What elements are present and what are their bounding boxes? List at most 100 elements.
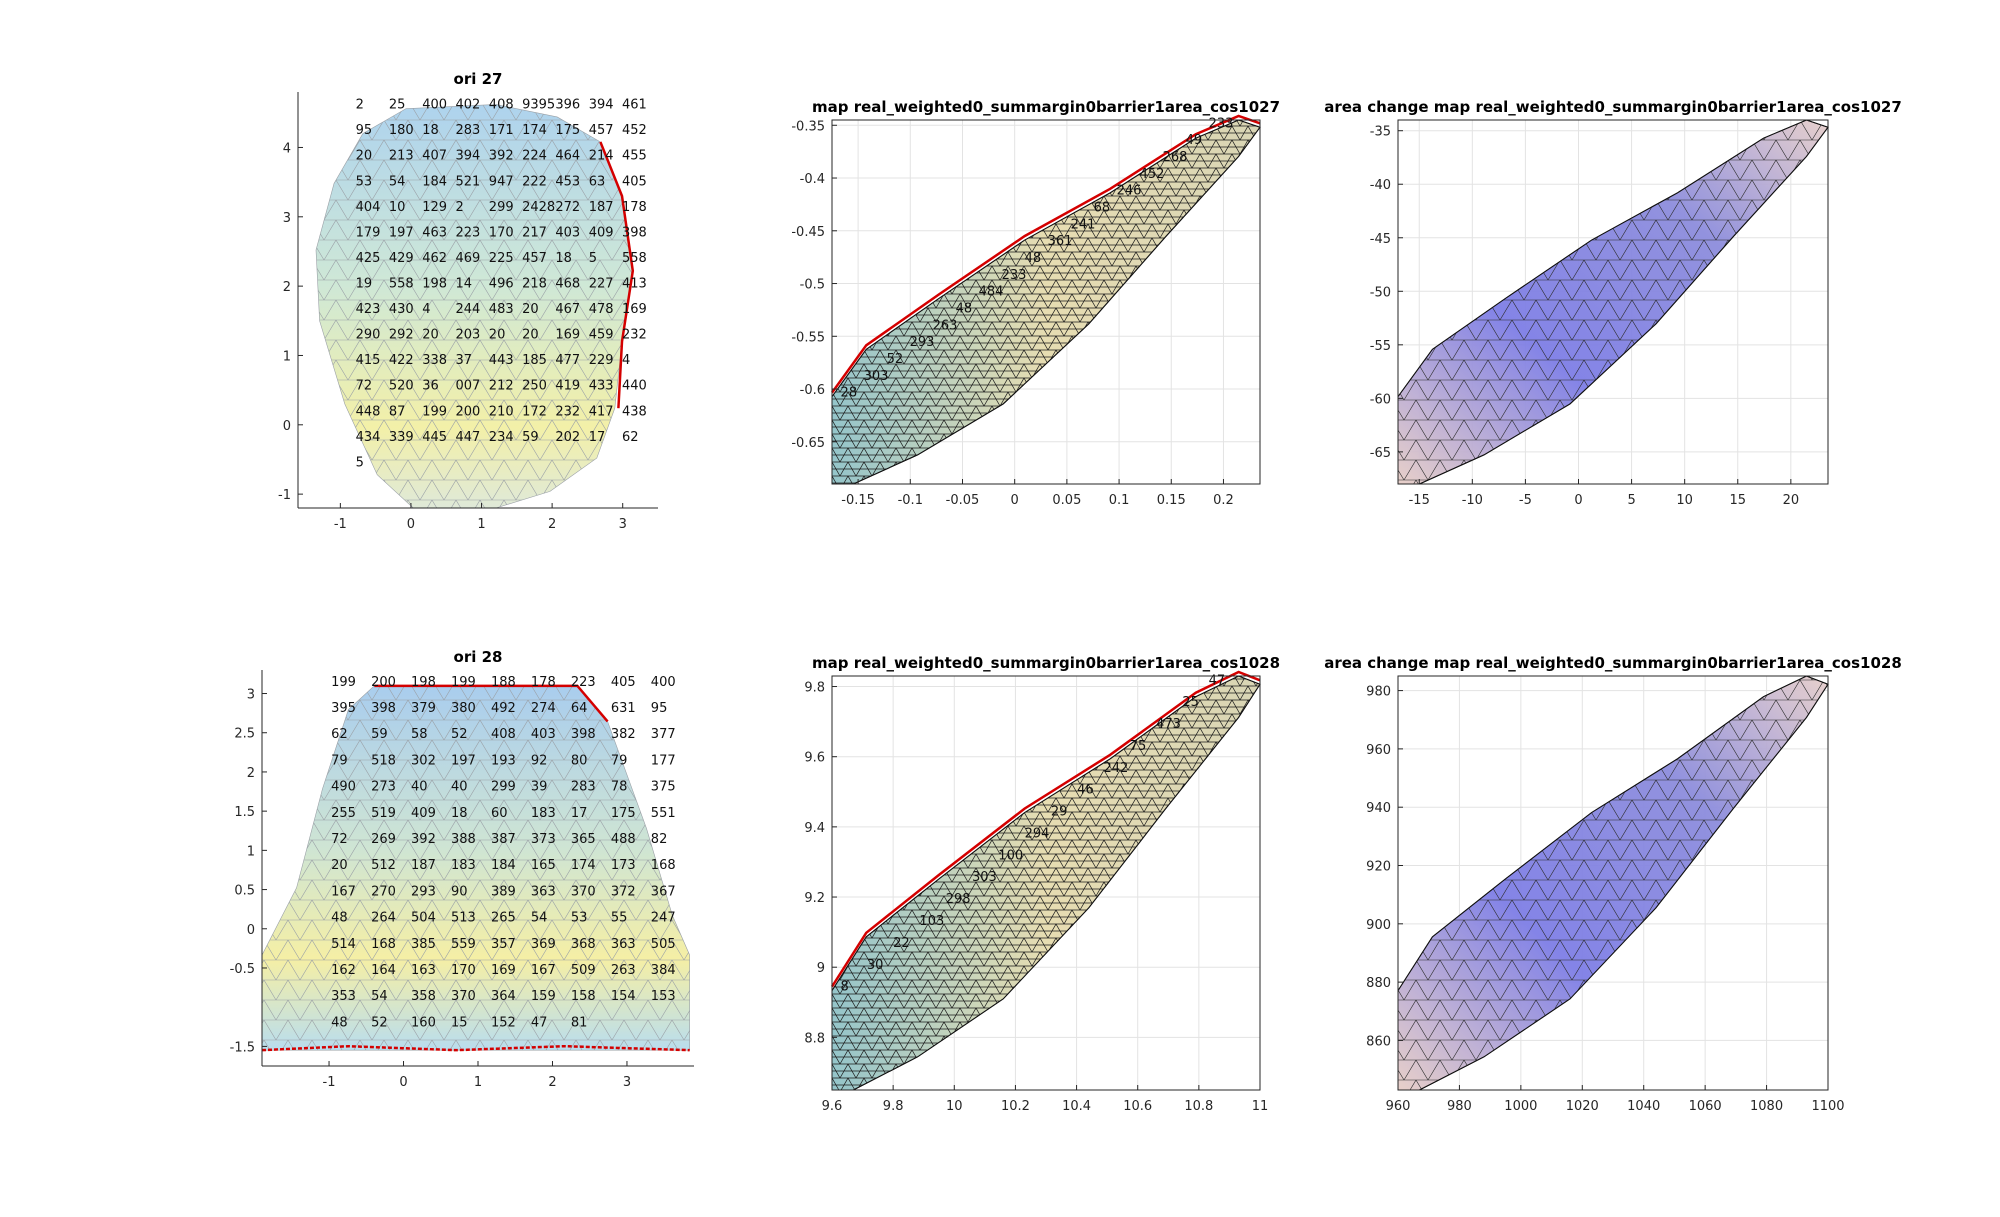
vertex-label: 167 [531, 963, 556, 978]
chart-title: map real_weighted0_summargin0barrier1are… [812, 98, 1280, 116]
boundary-curve [830, 114, 1261, 394]
vertex-label: 159 [531, 989, 556, 1004]
vertex-label: 46 [1077, 783, 1094, 798]
vertex-label: 199 [422, 404, 447, 419]
vertex-label: 154 [611, 989, 636, 1004]
vertex-label: 72 [356, 379, 373, 394]
y-tick-label: -60 [1370, 392, 1391, 407]
vertex-label: 434 [356, 430, 381, 445]
chart-panel-6: 960 980 1000 1020 1040 1060 1080 1100 980 960 940 9… [1324, 654, 1902, 1114]
vertex-label: 377 [651, 727, 676, 742]
y-tick-label: 2 [247, 766, 255, 781]
vertex-label: 177 [651, 753, 676, 768]
vertex-label: 184 [491, 858, 516, 873]
vertex-label: 488 [611, 832, 636, 847]
vertex-label: 400 [651, 675, 676, 690]
x-tick-label: -5 [1519, 493, 1532, 508]
vertex-label: 445 [422, 430, 447, 445]
vertex-label: 233 [1209, 116, 1234, 131]
x-tick-label: 0.15 [1157, 493, 1186, 508]
vertex-label: 200 [371, 675, 396, 690]
vertex-label: 54 [389, 174, 406, 189]
vertex-label: 292 [389, 328, 414, 343]
y-tick-label: -35 [1370, 125, 1391, 140]
vertex-label: 303 [972, 870, 997, 885]
x-tick-label: 1040 [1627, 1099, 1660, 1114]
axes-box [1397, 119, 1829, 485]
vertex-label: 463 [422, 225, 447, 240]
x-tick-label: 10 [1676, 493, 1693, 508]
vertex-label: 29 [1051, 805, 1068, 820]
x-tick-label: 0 [1011, 493, 1019, 508]
vertex-label: 457 [522, 251, 547, 266]
vertex-label: 20 [522, 328, 539, 343]
vertex-label: 202 [555, 430, 580, 445]
vertex-label: 234 [489, 430, 514, 445]
vertex-label: 505 [651, 937, 676, 952]
x-tick-label: 3 [623, 1075, 631, 1090]
vertex-label: 2428 [522, 200, 555, 215]
vertex-label: 92 [531, 753, 548, 768]
vertex-label: 103 [919, 914, 944, 929]
vertex-label: 382 [611, 727, 636, 742]
vertex-label: 54 [531, 911, 548, 926]
y-tick-label: 900 [1366, 918, 1391, 933]
vertex-label: 385 [411, 937, 436, 952]
vertex-label: 400 [422, 98, 447, 113]
vertex-label: 165 [531, 858, 556, 873]
vertex-label: 170 [451, 963, 476, 978]
x-tick-label: 9.6 [822, 1099, 843, 1114]
vertex-label: 469 [456, 251, 481, 266]
x-tick-label: 1 [474, 1075, 482, 1090]
vertex-label: 72 [331, 832, 348, 847]
x-tick-label: 0.05 [1052, 493, 1081, 508]
vertex-label: 303 [864, 369, 889, 384]
vertex-label: 48 [331, 911, 348, 926]
vertex-label: 52 [887, 352, 904, 367]
x-tick-label: 2 [548, 1075, 556, 1090]
y-tick-label: -0.45 [791, 225, 825, 240]
y-tick-label: 960 [1366, 743, 1391, 758]
y-tick-label: 0.5 [234, 884, 255, 899]
vertex-label: 212 [489, 379, 514, 394]
vertex-label: 265 [491, 911, 516, 926]
x-tick-label: 0 [1574, 493, 1582, 508]
vertex-label: 18 [451, 806, 468, 821]
vertex-label: 407 [422, 149, 447, 164]
x-tick-label: 5 [1627, 493, 1635, 508]
vertex-label: 175 [555, 123, 580, 138]
vertex-label: 55 [611, 911, 628, 926]
x-tick-label: 1020 [1566, 1099, 1599, 1114]
vertex-label: 78 [611, 780, 628, 795]
vertex-label: 174 [571, 858, 596, 873]
vertex-label: 178 [622, 200, 647, 215]
vertex-label: 452 [622, 123, 647, 138]
y-tick-label: 9 [817, 961, 825, 976]
vertex-label: 402 [456, 98, 481, 113]
vertex-label: 49 [1186, 133, 1203, 148]
vertex-label: 408 [491, 727, 516, 742]
vertex-label: 225 [489, 251, 514, 266]
vertex-label: 294 [1025, 826, 1050, 841]
vertex-label: 370 [571, 884, 596, 899]
vertex-label: 53 [571, 911, 588, 926]
vertex-label: 87 [389, 404, 406, 419]
vertex-label: 388 [451, 832, 476, 847]
vertex-label: 79 [611, 753, 628, 768]
y-tick-label: -0.5 [230, 962, 255, 977]
vertex-label: 270 [371, 884, 396, 899]
x-tick-label: 0.2 [1213, 493, 1234, 508]
x-tick-label: 0 [399, 1075, 407, 1090]
vertex-label: 283 [456, 123, 481, 138]
x-tick-label: 3 [619, 517, 627, 532]
vertex-label: 504 [411, 911, 436, 926]
chart-title: ori 27 [454, 70, 503, 88]
x-tick-label: 11 [1252, 1099, 1269, 1114]
chart-title: area change map real_weighted0_summargin… [1324, 654, 1902, 672]
vertex-label: 152 [491, 1015, 516, 1030]
boundary-curve [261, 1044, 690, 1052]
vertex-label: 22 [893, 936, 910, 951]
vertex-label: 168 [651, 858, 676, 873]
y-tick-label: -0.6 [800, 383, 825, 398]
